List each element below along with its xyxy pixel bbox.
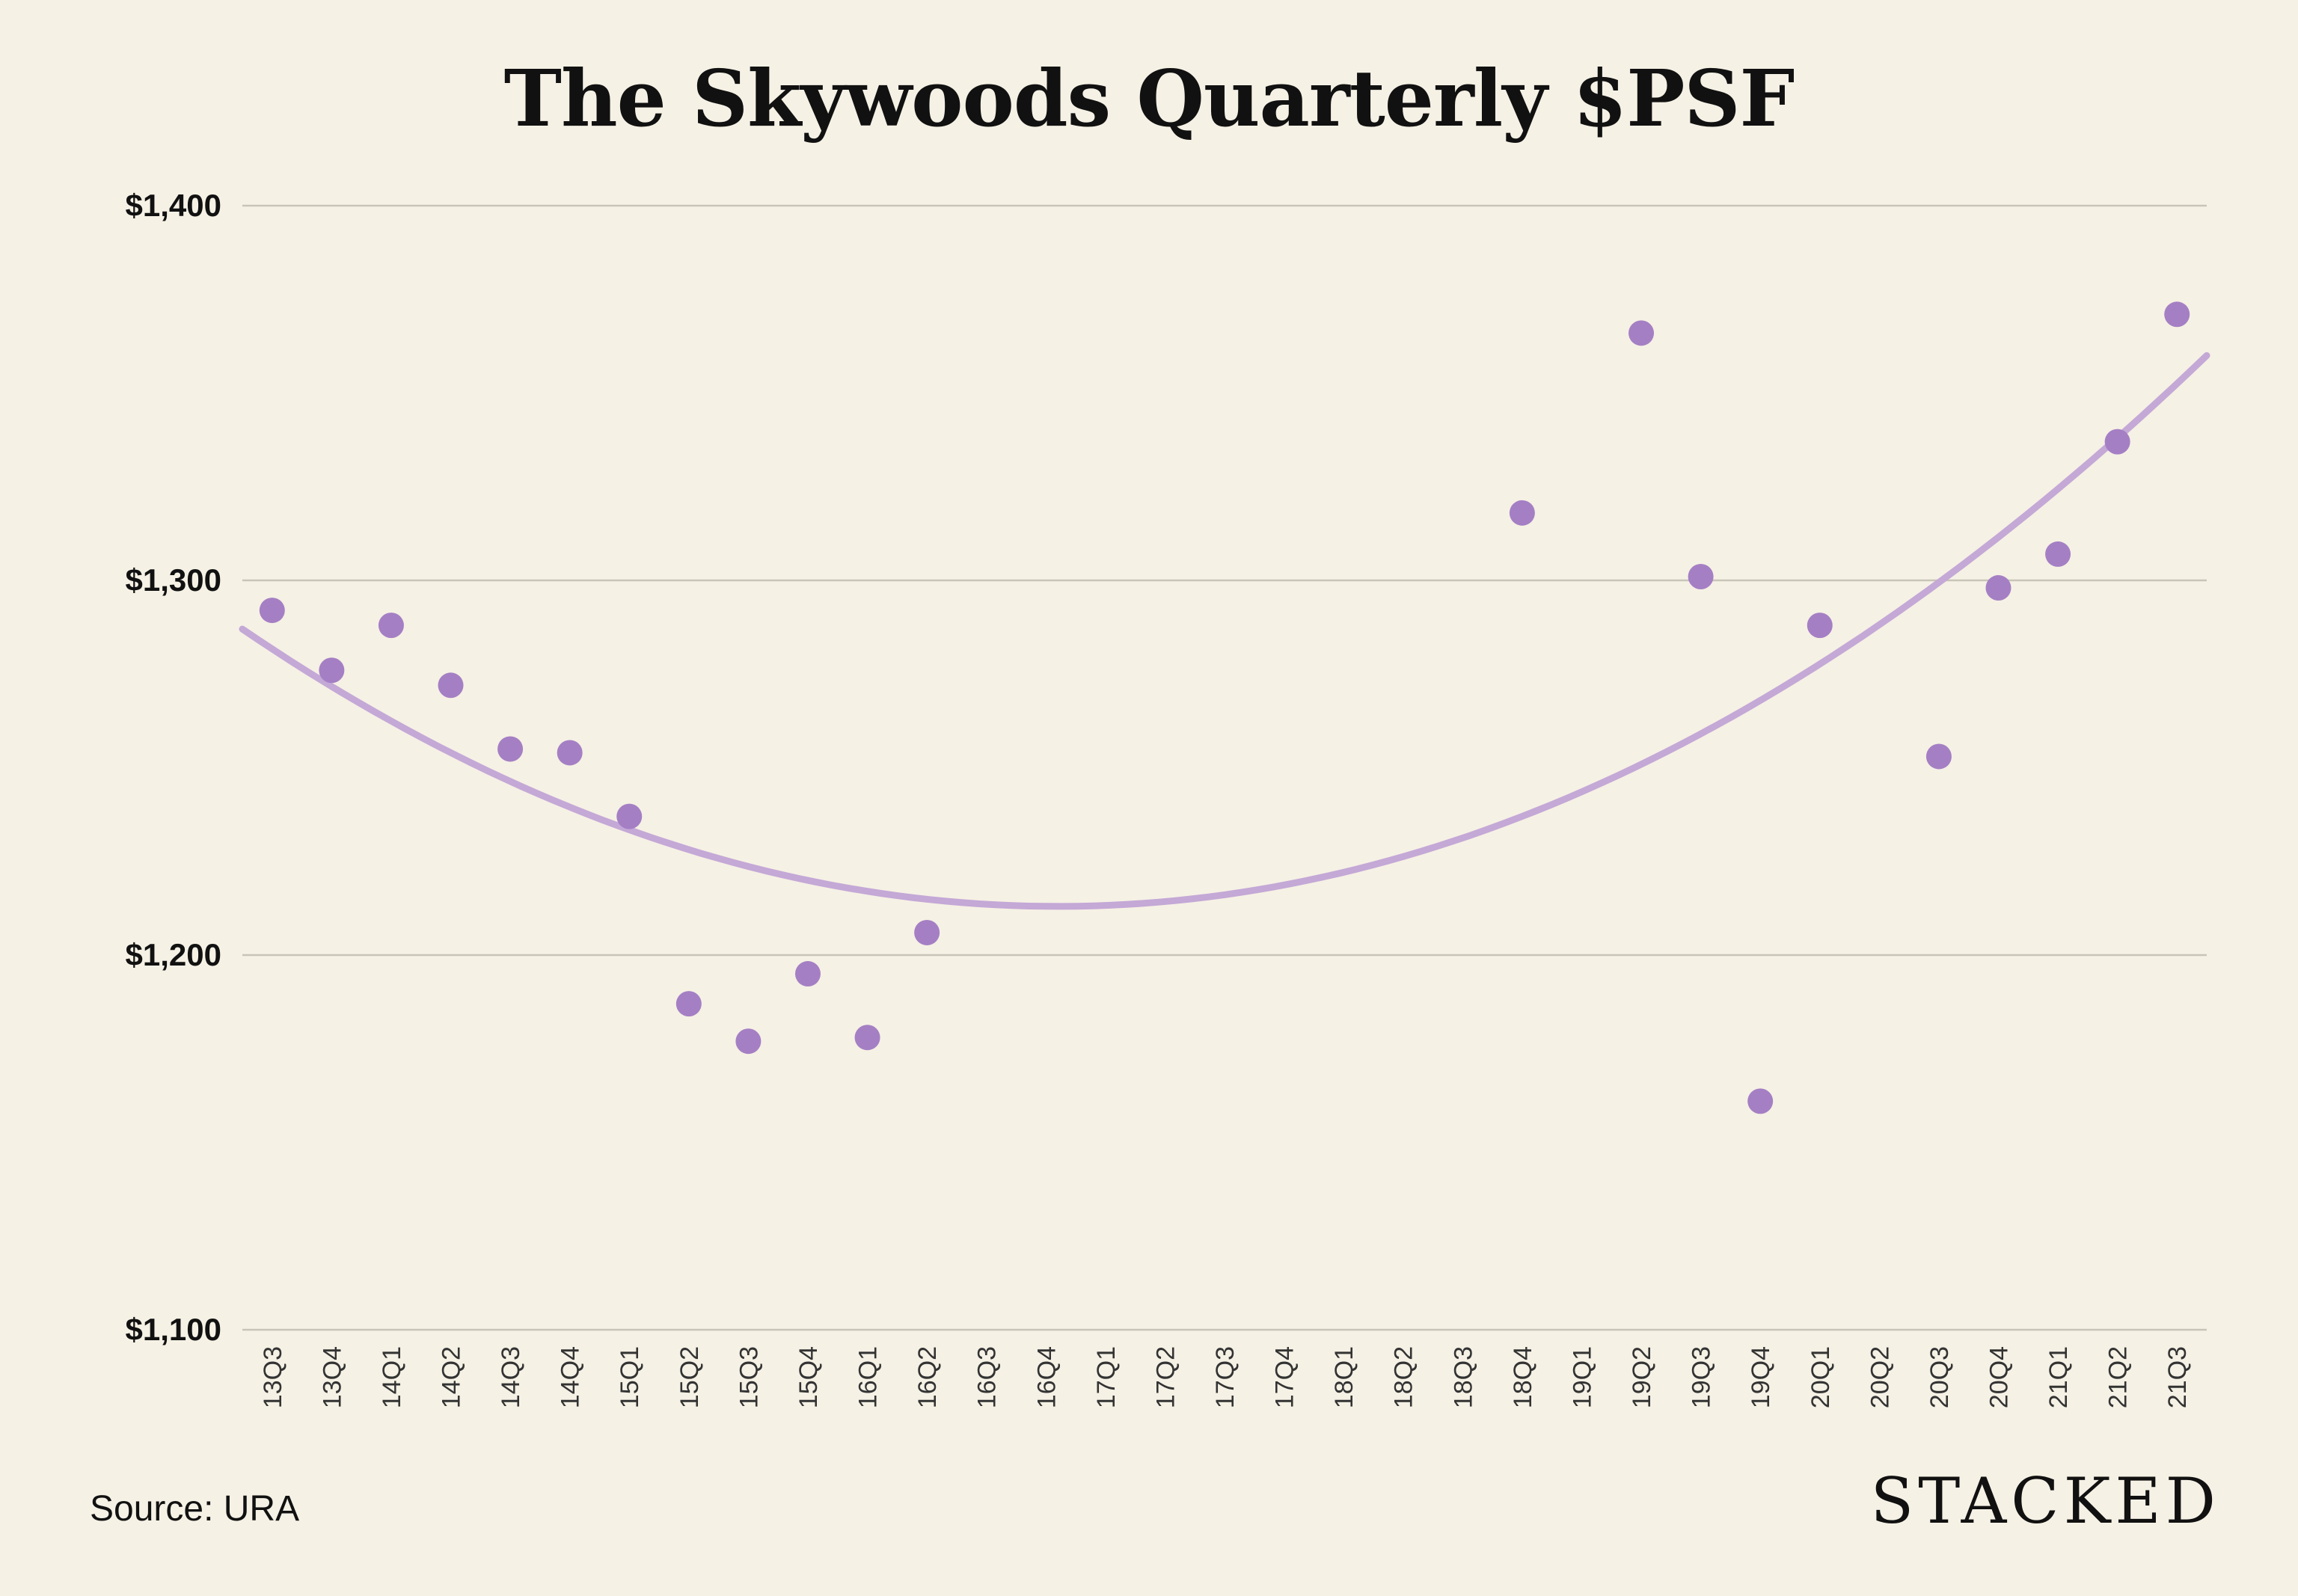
grid-lines xyxy=(242,204,2207,1331)
data-point xyxy=(2164,301,2190,328)
data-point xyxy=(616,803,643,829)
x-axis-ticks: 13Q3 13Q4 14Q1 14Q2 14Q3 14Q4 15Q1 15Q2 15Q3 15Q4… xyxy=(259,1346,2192,1408)
data-point xyxy=(259,598,285,624)
x-tick-label: 17Q4 xyxy=(1271,1346,1299,1408)
x-tick-label: 18Q3 xyxy=(1449,1346,1477,1408)
data-point xyxy=(1747,1088,1774,1114)
data-point xyxy=(557,740,583,766)
y-tick-label: $1,300 xyxy=(126,562,221,598)
y-tick-label: $1,400 xyxy=(126,188,221,223)
data-point xyxy=(1509,500,1535,526)
data-point xyxy=(2045,541,2071,567)
data-point xyxy=(2104,429,2130,455)
y-axis-ticks: $1,100 $1,200 $1,300 $1,400 xyxy=(126,188,221,1347)
data-point xyxy=(1628,320,1655,346)
data-point xyxy=(319,657,345,684)
x-tick-label: 14Q4 xyxy=(557,1346,585,1408)
data-point xyxy=(378,613,404,639)
x-tick-label: 18Q4 xyxy=(1509,1346,1537,1408)
x-tick-label: 13Q3 xyxy=(259,1346,287,1408)
x-tick-label: 19Q1 xyxy=(1568,1346,1596,1408)
data-point xyxy=(675,991,702,1017)
data-points xyxy=(259,301,2190,1114)
data-point xyxy=(497,736,524,762)
data-point xyxy=(1688,563,1714,589)
x-tick-label: 20Q2 xyxy=(1866,1346,1894,1408)
trend-curve xyxy=(239,352,2210,910)
x-tick-label: 17Q1 xyxy=(1092,1346,1121,1408)
x-tick-label: 17Q2 xyxy=(1151,1346,1180,1408)
x-tick-label: 19Q3 xyxy=(1688,1346,1716,1408)
x-tick-label: 21Q2 xyxy=(2104,1346,2133,1408)
x-tick-label: 19Q4 xyxy=(1747,1346,1775,1408)
x-tick-label: 15Q4 xyxy=(794,1346,823,1408)
x-tick-label: 15Q2 xyxy=(675,1346,704,1408)
x-tick-label: 16Q2 xyxy=(913,1346,942,1408)
x-tick-label: 14Q3 xyxy=(497,1346,525,1408)
x-tick-label: 16Q1 xyxy=(854,1346,883,1408)
data-point xyxy=(1925,743,1952,770)
data-point xyxy=(914,919,940,945)
data-point xyxy=(1985,575,2011,601)
chart-title: The Skywoods Quarterly $PSF xyxy=(503,52,1795,144)
x-tick-label: 21Q3 xyxy=(2163,1346,2192,1408)
x-tick-label: 17Q3 xyxy=(1211,1346,1240,1408)
x-tick-label: 18Q1 xyxy=(1330,1346,1358,1408)
x-tick-label: 14Q2 xyxy=(438,1346,466,1408)
x-tick-label: 16Q4 xyxy=(1032,1346,1061,1408)
x-tick-label: 20Q4 xyxy=(1985,1346,2013,1408)
x-tick-label: 18Q2 xyxy=(1390,1346,1418,1408)
x-tick-label: 20Q1 xyxy=(1807,1346,1835,1408)
x-tick-label: 19Q2 xyxy=(1628,1346,1656,1408)
x-tick-label: 20Q3 xyxy=(1925,1346,1954,1408)
x-tick-label: 15Q3 xyxy=(735,1346,763,1408)
trendline xyxy=(239,352,2210,910)
x-tick-label: 13Q4 xyxy=(318,1346,346,1408)
x-tick-label: 15Q1 xyxy=(616,1346,644,1408)
data-point xyxy=(438,672,464,699)
data-point xyxy=(794,961,821,987)
source-note: Source: URA xyxy=(90,1489,300,1529)
y-tick-label: $1,200 xyxy=(126,937,221,972)
x-tick-label: 16Q3 xyxy=(973,1346,1002,1408)
data-point xyxy=(735,1028,762,1055)
data-point xyxy=(1807,613,1833,639)
data-point xyxy=(854,1025,880,1051)
x-tick-label: 14Q1 xyxy=(378,1346,406,1408)
y-tick-label: $1,100 xyxy=(126,1312,221,1347)
brand-logo: STACKED xyxy=(1870,1464,2220,1538)
x-tick-label: 21Q1 xyxy=(2044,1346,2073,1408)
